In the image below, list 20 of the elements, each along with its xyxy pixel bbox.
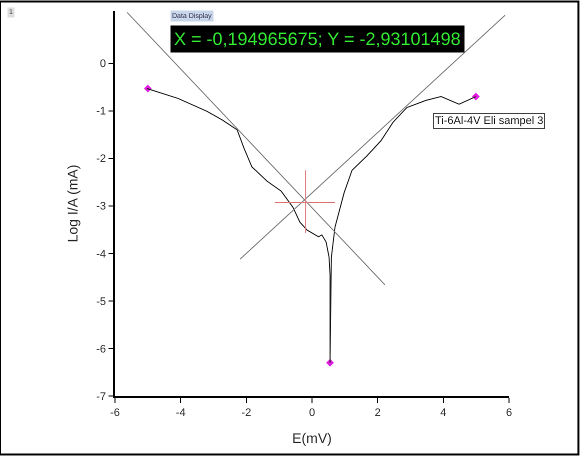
x-tick-label: 4 [440, 406, 446, 419]
y-axis-title: Log I/A (mA) [64, 164, 80, 242]
x-tick-label: 6 [506, 406, 512, 419]
point [472, 92, 480, 100]
x-tick-label: -2 [241, 406, 252, 419]
x-axis-title: E(mV) [292, 430, 332, 446]
y-tick-label: -5 [96, 296, 106, 308]
x-tick-label: 2 [374, 406, 381, 419]
y-tick-label: -4 [96, 248, 106, 260]
y-tick-label: -7 [96, 390, 106, 403]
annotation: X = -0,194965675; Y = -2,93101498 [174, 29, 461, 49]
annotation: Ti-6Al-4V Eli sampel 3 [435, 115, 544, 127]
x-tick-label: -6 [110, 406, 120, 419]
y-tick-label: 0 [100, 58, 106, 70]
x-tick-label: -4 [176, 406, 186, 419]
y-tick-label: -6 [96, 343, 106, 356]
x-tick-label: 0 [308, 406, 316, 419]
y-tick-label: -1 [96, 106, 106, 118]
y-tick-label: -3 [96, 200, 106, 213]
y-tick-label: -2 [96, 153, 106, 166]
